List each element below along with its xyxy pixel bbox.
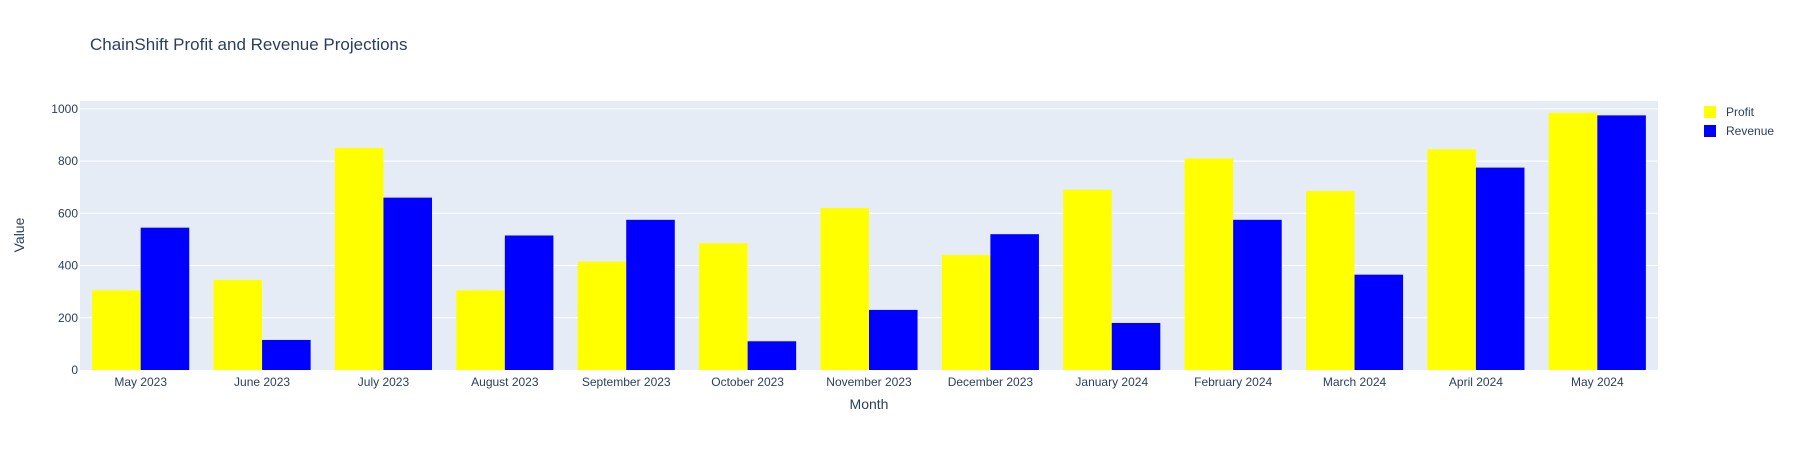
x-axis-ticks: May 2023 June 2023 July 2023 August 2023 Sep… <box>114 375 1624 389</box>
y-axis-title: Value <box>11 217 27 252</box>
x-tick-label: September 2023 <box>582 375 671 389</box>
x-tick-label: June 2023 <box>234 375 290 389</box>
bar-profit[interactable] <box>213 279 263 370</box>
bar-profit[interactable] <box>92 290 141 370</box>
bar-profit[interactable] <box>1548 112 1598 370</box>
bar-revenue[interactable] <box>504 235 554 371</box>
x-tick-label: January 2024 <box>1075 375 1148 389</box>
x-axis-title: Month <box>850 396 889 412</box>
legend-item-revenue[interactable]: Revenue <box>1704 124 1774 138</box>
x-tick-label: October 2023 <box>711 375 784 389</box>
x-tick-label: May 2024 <box>1571 375 1624 389</box>
y-tick-label: 800 <box>58 154 78 168</box>
bar-revenue[interactable] <box>747 341 797 370</box>
x-tick-label: February 2024 <box>1194 375 1272 389</box>
x-tick-label: December 2023 <box>948 375 1034 389</box>
x-tick-label: April 2024 <box>1449 375 1503 389</box>
bar-revenue[interactable] <box>1111 322 1161 370</box>
bar-profit[interactable] <box>1305 191 1355 370</box>
x-tick-label: November 2023 <box>826 375 912 389</box>
bar-revenue[interactable] <box>262 339 311 370</box>
y-axis-ticks: 0 200 400 600 800 1000 <box>51 102 78 377</box>
bar-revenue[interactable] <box>383 197 433 370</box>
y-tick-label: 600 <box>58 206 78 220</box>
bar-revenue[interactable] <box>626 219 675 370</box>
bar-revenue[interactable] <box>1233 219 1282 370</box>
chart-title: ChainShift Profit and Revenue Projection… <box>90 35 408 54</box>
legend-swatch <box>1704 106 1716 118</box>
bar-profit[interactable] <box>820 208 869 370</box>
y-tick-label: 1000 <box>51 102 78 116</box>
bars <box>92 112 1646 371</box>
bar-profit[interactable] <box>577 261 627 370</box>
bar-revenue[interactable] <box>1475 167 1525 370</box>
bar-profit[interactable] <box>1427 149 1476 370</box>
bar-profit[interactable] <box>941 255 991 370</box>
bar-profit[interactable] <box>456 290 505 370</box>
legend-swatch <box>1704 125 1716 137</box>
bar-profit[interactable] <box>1063 189 1112 370</box>
bar-profit[interactable] <box>1184 158 1234 370</box>
bar-revenue[interactable] <box>1354 274 1404 370</box>
legend-item-profit[interactable]: Profit <box>1704 105 1755 119</box>
y-tick-label: 200 <box>58 311 78 325</box>
bar-profit[interactable] <box>699 243 748 370</box>
bar-revenue[interactable] <box>990 234 1039 370</box>
y-tick-label: 400 <box>58 259 78 273</box>
bar-revenue[interactable] <box>1597 115 1646 370</box>
x-tick-label: July 2023 <box>358 375 410 389</box>
x-tick-label: May 2023 <box>114 375 167 389</box>
bar-revenue[interactable] <box>869 309 918 370</box>
x-tick-label: March 2024 <box>1323 375 1387 389</box>
legend[interactable]: Profit Revenue <box>1704 105 1774 138</box>
y-tick-label: 0 <box>71 363 78 377</box>
legend-label: Revenue <box>1726 124 1774 138</box>
bar-profit[interactable] <box>334 148 384 370</box>
legend-label: Profit <box>1726 105 1755 119</box>
bar-revenue[interactable] <box>140 227 190 370</box>
x-tick-label: August 2023 <box>471 375 539 389</box>
